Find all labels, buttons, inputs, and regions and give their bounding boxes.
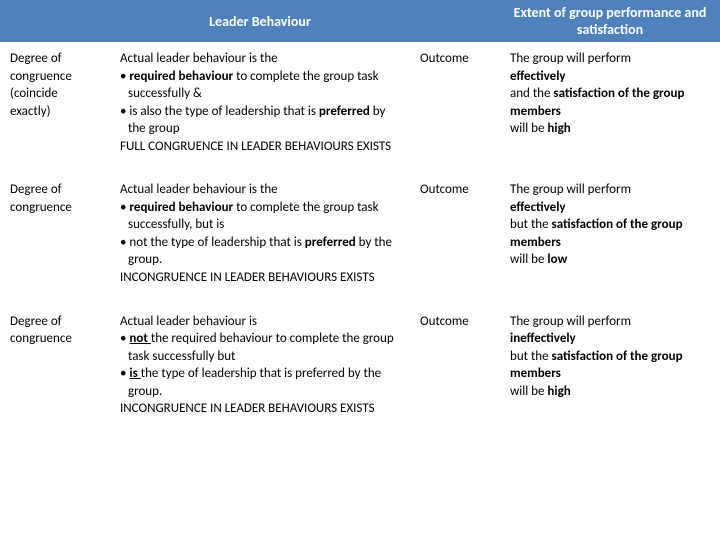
text: will be — [510, 384, 547, 399]
text: • is also the type of leadership that is — [120, 104, 319, 119]
text: • — [120, 69, 129, 84]
text: will be high — [510, 383, 710, 401]
bullet-item: • required behaviour to complete the gro… — [128, 199, 400, 234]
text: Outcome — [420, 51, 469, 66]
text: The group will perform — [510, 50, 710, 68]
text: but the — [510, 217, 552, 232]
text: the type of leadership that is preferred… — [128, 366, 381, 399]
text: effectively — [510, 68, 710, 86]
text: but the satisfaction of the group member… — [510, 216, 710, 251]
text: INCONGRUENCE IN LEADER BEHAVIOURS EXISTS — [120, 400, 400, 418]
text: required behaviour — [129, 200, 236, 215]
text: Actual leader behaviour is the — [120, 181, 400, 199]
text: INCONGRUENCE IN LEADER BEHAVIOURS EXISTS — [120, 269, 400, 287]
table-row: Degree of congruence Actual leader behav… — [0, 173, 720, 304]
text: is — [129, 366, 140, 381]
bullet-item: • not the required behaviour to complete… — [128, 330, 400, 365]
text: effectively — [510, 199, 710, 217]
text: The group will perform — [510, 181, 710, 199]
text: Degree of — [10, 51, 62, 66]
degree-cell: Degree of congruence (coincide exactly) — [0, 42, 110, 173]
text: congruence — [10, 200, 72, 215]
text: preferred — [305, 235, 359, 250]
text: high — [547, 121, 570, 136]
bullet-item: • required behaviour to complete the gro… — [128, 68, 400, 103]
text: (coincide — [10, 86, 58, 101]
outcome-label-cell: Outcome — [410, 42, 500, 173]
text: will be low — [510, 251, 710, 269]
table-header-row: Leader Behaviour Extent of group perform… — [0, 0, 720, 42]
text: but the — [510, 349, 552, 364]
bullet-item: • is also the type of leadership that is… — [128, 103, 400, 138]
outcome-label-cell: Outcome — [410, 173, 500, 304]
text: • — [120, 366, 129, 381]
text: Actual leader behaviour is — [120, 313, 400, 331]
behaviour-cell: Actual leader behaviour is • not the req… — [110, 305, 410, 436]
text: Degree of — [10, 182, 62, 197]
header-col3 — [410, 0, 500, 42]
header-col1 — [0, 0, 110, 42]
behaviour-cell: Actual leader behaviour is the • require… — [110, 173, 410, 304]
text: required behaviour — [129, 69, 236, 84]
text: congruence — [10, 331, 72, 346]
leader-behaviour-table: Leader Behaviour Extent of group perform… — [0, 0, 720, 436]
outcome-cell: The group will perform effectively and t… — [500, 42, 720, 173]
text: Outcome — [420, 314, 469, 329]
text: but the satisfaction of the group member… — [510, 348, 710, 383]
header-col4: Extent of group performance and satisfac… — [500, 0, 720, 42]
text: • not the type of leadership that is — [120, 235, 305, 250]
text: Degree of — [10, 314, 62, 329]
table-row: Degree of congruence Actual leader behav… — [0, 305, 720, 436]
outcome-label-cell: Outcome — [410, 305, 500, 436]
text: congruence — [10, 69, 72, 84]
text: will be — [510, 252, 547, 267]
text: not — [129, 331, 150, 346]
text: • — [120, 200, 129, 215]
header-col2: Leader Behaviour — [110, 0, 410, 42]
text: and the — [510, 86, 553, 101]
table-row: Degree of congruence (coincide exactly) … — [0, 42, 720, 173]
text: Actual leader behaviour is the — [120, 50, 400, 68]
outcome-cell: The group will perform ineffectively but… — [500, 305, 720, 436]
text: ineffectively — [510, 330, 710, 348]
text: high — [547, 384, 570, 399]
text: will be — [510, 121, 547, 136]
text: preferred — [319, 104, 373, 119]
text: will be high — [510, 120, 710, 138]
text: low — [547, 252, 567, 267]
text: exactly) — [10, 104, 51, 119]
degree-cell: Degree of congruence — [0, 305, 110, 436]
behaviour-cell: Actual leader behaviour is the • require… — [110, 42, 410, 173]
degree-cell: Degree of congruence — [0, 173, 110, 304]
text: and the satisfaction of the group member… — [510, 85, 710, 120]
bullet-item: • is the type of leadership that is pref… — [128, 365, 400, 400]
text: The group will perform — [510, 313, 710, 331]
text: FULL CONGRUENCE IN LEADER BEHAVIOURS EXI… — [120, 138, 400, 156]
bullet-item: • not the type of leadership that is pre… — [128, 234, 400, 269]
text: • — [120, 331, 129, 346]
text: the required behaviour to complete the g… — [128, 331, 394, 364]
outcome-cell: The group will perform effectively but t… — [500, 173, 720, 304]
text: Outcome — [420, 182, 469, 197]
